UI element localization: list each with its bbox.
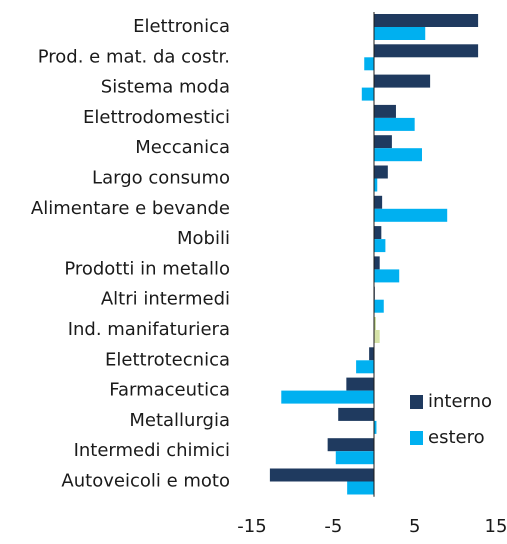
bar [374, 256, 380, 270]
legend-label: estero [428, 427, 485, 448]
y-tick-label: Autoveicoli e moto [61, 471, 230, 492]
bar [347, 481, 374, 495]
bar [374, 317, 376, 330]
y-tick-label: Prod. e mat. da costr. [38, 46, 230, 67]
bar [374, 135, 392, 149]
bar [338, 407, 374, 421]
y-tick-label: Largo consumo [92, 168, 230, 189]
bar [374, 195, 383, 209]
y-tick-label: Prodotti in metallo [64, 258, 230, 279]
y-tick-label: Elettronica [133, 16, 230, 37]
bar [374, 117, 415, 131]
legend-swatch [410, 431, 423, 445]
y-tick-label: Farmaceutica [109, 380, 230, 401]
y-tick-label: Elettrodomestici [83, 107, 230, 128]
y-tick-label: Ind. manifaturiera [68, 319, 230, 340]
legend-swatch [410, 395, 423, 409]
bar [374, 208, 448, 222]
bar [369, 347, 374, 361]
bar [374, 27, 426, 40]
x-tick-label: -15 [237, 516, 266, 537]
y-tick-label: Alimentare e bevande [31, 198, 230, 219]
bar [374, 239, 386, 253]
bar [374, 420, 377, 434]
bar [374, 148, 422, 162]
bar [356, 360, 374, 374]
x-tick-label: 5 [409, 516, 420, 537]
bar [281, 390, 374, 404]
x-tick-label: 15 [485, 516, 507, 537]
bar [327, 438, 374, 452]
bar [364, 57, 374, 71]
bar [374, 330, 380, 343]
bar [361, 87, 374, 101]
bar [374, 74, 431, 88]
y-tick-label: Mobili [177, 228, 230, 249]
y-tick-label: Elettrotecnica [105, 349, 230, 370]
y-tick-label: Metallurgia [129, 410, 230, 431]
y-tick-label: Sistema moda [101, 77, 230, 98]
bar [374, 104, 396, 118]
bar [374, 14, 479, 27]
bar [374, 44, 479, 58]
legend-label: interno [428, 391, 492, 412]
bar [374, 226, 382, 240]
y-tick-label: Meccanica [135, 137, 230, 158]
bar [374, 165, 388, 179]
y-tick-label: Altri intermedi [101, 289, 230, 310]
x-tick-label: -5 [324, 516, 342, 537]
y-tick-label: Intermedi chimici [74, 440, 230, 461]
bar [374, 269, 400, 283]
bar [346, 377, 374, 391]
bar [269, 468, 374, 482]
bar [335, 451, 374, 465]
bar [374, 299, 384, 313]
bar [374, 178, 378, 192]
